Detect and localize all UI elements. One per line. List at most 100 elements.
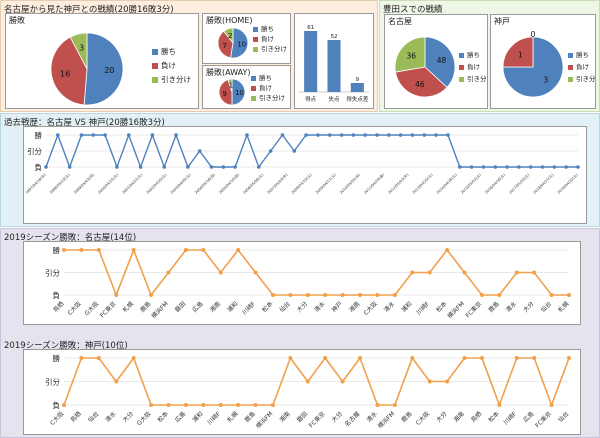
x-tick-label: 大分	[521, 300, 535, 314]
data-point	[126, 133, 131, 137]
x-tick-label: C大阪	[362, 300, 379, 317]
data-point	[493, 165, 498, 169]
data-point	[387, 133, 391, 137]
y-tick-label: 引分	[45, 378, 60, 387]
legend-label: 引き分け	[576, 74, 595, 83]
x-tick-label: FC東京	[307, 410, 327, 430]
data-point	[323, 356, 328, 360]
pie-data-label: 10	[235, 89, 244, 97]
pie-slice	[230, 27, 249, 59]
data-point	[221, 165, 226, 169]
data-point	[567, 356, 571, 360]
x-tick-label: 横浜FM	[254, 410, 274, 430]
overall-pie-card: 勝敗 20 16 3 勝ち 負け 引き分け	[5, 13, 199, 109]
legend-swatch	[568, 65, 573, 70]
data-point	[253, 403, 258, 407]
x-tick-label: 清水	[104, 410, 118, 424]
data-point	[398, 133, 403, 137]
pie-data-label: 2	[228, 32, 232, 40]
legend-label: 勝ち	[576, 50, 589, 59]
data-point	[392, 403, 397, 407]
x-tick-label: C大阪	[48, 410, 65, 427]
x-tick-label: 仙台	[556, 410, 570, 424]
data-point	[375, 403, 380, 407]
pie-data-label: 10	[237, 41, 246, 49]
legend-label: 勝ち	[261, 24, 274, 33]
x-tick-label: FC東京	[464, 300, 484, 320]
pie-data-label: 46	[415, 80, 425, 89]
data-point	[131, 248, 136, 252]
data-point	[410, 270, 415, 275]
x-tick-label: 鳥栖	[51, 300, 65, 314]
season-kobe-card: 勝引分負 C大阪 鳥栖 仙台 清水 大分 G大阪 松本 広島 浦和 川崎F 札幌 鹿島 横浜FM 湘南 磐田 F…	[23, 349, 581, 435]
x-tick-label: 2013/04/20(土)	[411, 172, 434, 195]
home-pie-card: 勝敗(HOME) 10 7 2 勝ち 負け 引き分け	[202, 13, 291, 64]
data-point	[270, 403, 275, 407]
overall-record-panel: 名古屋から見た神戸との戦績(20勝16敗3分) 勝敗 20 16 3 勝ち 負け 引き分け…	[0, 0, 378, 112]
x-tick-label: 鹿島	[400, 410, 414, 424]
pie-data-label: 48	[437, 56, 447, 65]
pie-data-label: 36	[406, 51, 416, 60]
data-point	[67, 165, 72, 169]
data-point	[233, 165, 237, 169]
y-tick-label: 負	[35, 162, 43, 172]
x-tick-label: 名古屋	[343, 410, 361, 428]
y-tick-label: 引分	[27, 147, 42, 156]
legend-label: 引き分け	[467, 74, 487, 83]
goals-bar-card: 61 得点 52 失点 9 得失点差	[294, 13, 374, 109]
legend-label: 負け	[259, 83, 272, 92]
pie-data-label: 7	[222, 42, 226, 50]
x-tick-label: 川崎F	[206, 409, 223, 426]
data-point	[532, 356, 537, 360]
x-tick-label: 2008/03/15(土)	[290, 172, 313, 195]
data-point	[505, 165, 509, 169]
data-point	[410, 356, 415, 360]
pie-slice	[217, 30, 234, 59]
data-point	[149, 403, 154, 407]
x-tick-label: 湘南	[347, 300, 361, 314]
data-point	[567, 293, 571, 297]
x-tick-label: 札幌	[225, 410, 239, 424]
legend-swatch	[568, 53, 573, 58]
data-point	[351, 133, 356, 137]
data-point	[479, 293, 484, 297]
x-tick-label: 鳥栖	[469, 410, 483, 424]
data-point	[62, 403, 66, 407]
season-panel: 2019シーズン勝敗：名古屋(14位) 勝引分負鳥栖 C大阪 G大阪 FC東京 札幌 鹿島…	[0, 228, 600, 438]
x-tick-label: 松本	[487, 410, 501, 424]
home-pie-title: 勝敗(HOME)	[206, 16, 253, 25]
x-tick-label: 浦和	[400, 300, 414, 314]
x-tick-label: 大分	[295, 300, 309, 314]
pie-slice	[218, 79, 233, 106]
x-tick-label: 川崎F	[415, 299, 432, 316]
x-tick-label: 浦和	[191, 410, 205, 424]
bar-value-label: 52	[331, 34, 338, 40]
x-tick-label: 鹿島	[487, 300, 501, 314]
x-tick-label: 札幌	[121, 300, 135, 314]
legend-label: 勝ち	[259, 73, 272, 82]
data-point	[549, 403, 554, 407]
x-tick-label: 2012/05/03(木)	[387, 172, 410, 195]
data-point	[457, 165, 462, 169]
data-point	[62, 248, 66, 252]
data-point	[305, 293, 310, 297]
data-point	[131, 356, 136, 360]
data-point	[358, 356, 363, 360]
data-point	[340, 293, 345, 297]
data-point	[392, 293, 397, 297]
overall-record-title: 名古屋から見た神戸との戦績(20勝16敗3分)	[4, 5, 174, 15]
bar-value-label: 61	[307, 25, 314, 31]
bar-category-label: 得失点差	[346, 95, 369, 103]
x-tick-label: 横浜FM	[376, 410, 396, 430]
x-tick-label: 2017/05/20(土)	[508, 172, 531, 195]
data-point	[339, 133, 344, 137]
pie-data-label: 1	[229, 82, 233, 90]
x-tick-label: 浦和	[225, 300, 239, 314]
data-point	[434, 133, 438, 137]
x-tick-label: 大分	[330, 410, 344, 424]
x-tick-label: 2014/04/26(土)	[435, 172, 458, 195]
data-point	[514, 270, 519, 275]
